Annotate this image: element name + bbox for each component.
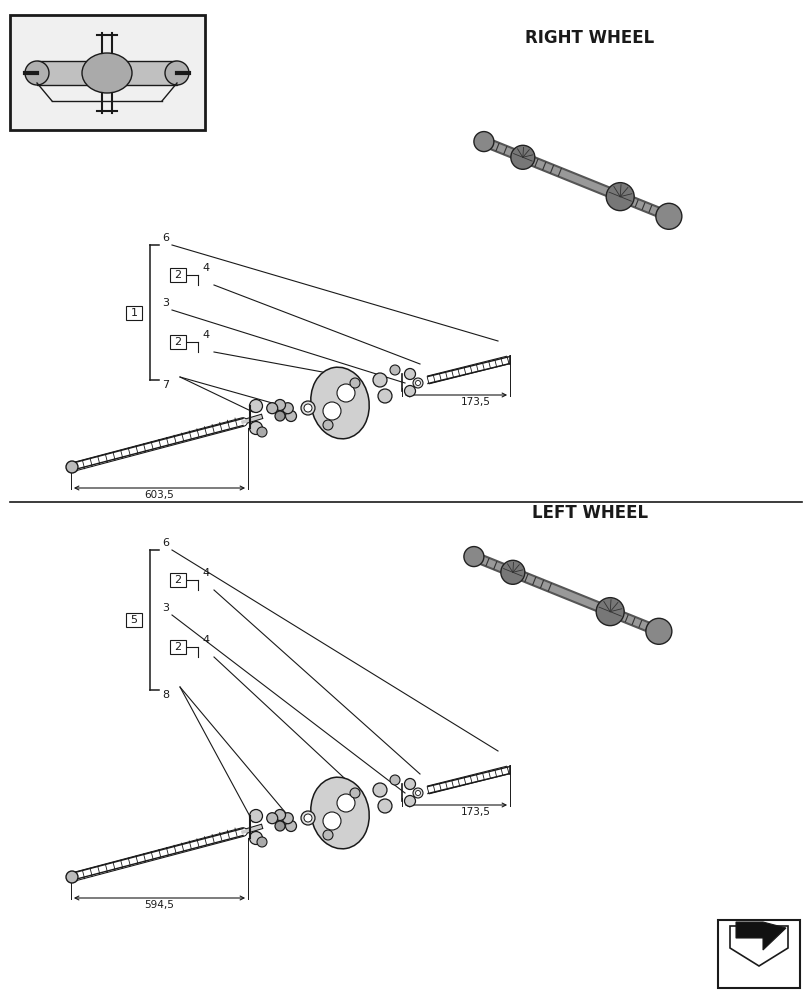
Circle shape: [274, 809, 285, 820]
Bar: [126, 306, 142, 320]
Text: 6: 6: [162, 233, 169, 243]
Circle shape: [378, 389, 392, 403]
Circle shape: [257, 427, 267, 437]
Text: 173,5: 173,5: [461, 807, 491, 817]
Circle shape: [413, 378, 423, 388]
Ellipse shape: [82, 53, 132, 93]
Text: 4: 4: [202, 635, 209, 645]
Circle shape: [266, 403, 277, 414]
Circle shape: [404, 795, 415, 806]
Text: 4: 4: [202, 263, 209, 273]
Circle shape: [372, 783, 387, 797]
Bar: [717, 920, 799, 988]
Text: 4: 4: [202, 330, 209, 340]
Circle shape: [66, 461, 78, 473]
Circle shape: [282, 403, 293, 414]
Text: RIGHT WHEEL: RIGHT WHEEL: [525, 29, 654, 47]
Text: 2: 2: [174, 270, 182, 280]
Ellipse shape: [311, 367, 369, 439]
Text: 6: 6: [162, 538, 169, 548]
Circle shape: [350, 788, 359, 798]
Circle shape: [510, 145, 534, 169]
Circle shape: [389, 775, 400, 785]
Circle shape: [257, 837, 267, 847]
Circle shape: [337, 794, 354, 812]
Circle shape: [378, 799, 392, 813]
Circle shape: [301, 401, 315, 415]
Circle shape: [249, 399, 262, 412]
Circle shape: [165, 61, 189, 85]
Text: 2: 2: [174, 642, 182, 652]
Circle shape: [323, 830, 333, 840]
Circle shape: [413, 788, 423, 798]
Circle shape: [25, 61, 49, 85]
Circle shape: [282, 813, 293, 824]
Bar: [10, 15, 204, 130]
Circle shape: [249, 831, 262, 844]
Text: 2: 2: [174, 575, 182, 585]
Circle shape: [323, 402, 341, 420]
Text: 173,5: 173,5: [461, 397, 491, 407]
Circle shape: [350, 378, 359, 388]
Ellipse shape: [311, 777, 369, 849]
Bar: [169, 573, 186, 587]
Text: LEFT WHEEL: LEFT WHEEL: [531, 504, 647, 522]
Circle shape: [285, 820, 296, 831]
Circle shape: [323, 812, 341, 830]
Circle shape: [404, 778, 415, 790]
Bar: [169, 268, 186, 282]
Circle shape: [303, 404, 311, 412]
Text: 3: 3: [162, 603, 169, 613]
Circle shape: [303, 814, 311, 822]
Text: 5: 5: [131, 615, 137, 625]
Circle shape: [415, 380, 420, 385]
Text: 7: 7: [162, 380, 169, 390]
Circle shape: [500, 560, 524, 584]
Circle shape: [372, 373, 387, 387]
Circle shape: [323, 420, 333, 430]
Circle shape: [275, 411, 285, 421]
Text: 1: 1: [131, 308, 137, 318]
Text: 594,5: 594,5: [144, 900, 174, 910]
Bar: [37, 61, 177, 85]
Circle shape: [301, 811, 315, 825]
Circle shape: [655, 203, 681, 229]
Bar: [169, 640, 186, 654]
Text: 8: 8: [162, 690, 169, 700]
Circle shape: [404, 368, 415, 379]
Circle shape: [415, 790, 420, 795]
Circle shape: [389, 365, 400, 375]
Circle shape: [595, 598, 624, 626]
Circle shape: [285, 410, 296, 422]
Text: 2: 2: [174, 337, 182, 347]
Circle shape: [66, 871, 78, 883]
Circle shape: [274, 399, 285, 410]
Polygon shape: [735, 922, 785, 950]
Circle shape: [645, 618, 671, 644]
Circle shape: [474, 132, 493, 152]
Circle shape: [463, 547, 483, 567]
Polygon shape: [729, 926, 787, 966]
Bar: [126, 613, 142, 627]
Circle shape: [275, 821, 285, 831]
Text: 4: 4: [202, 568, 209, 578]
Text: 603,5: 603,5: [144, 490, 174, 500]
Text: 3: 3: [162, 298, 169, 308]
Circle shape: [249, 809, 262, 822]
Circle shape: [249, 422, 262, 434]
Circle shape: [404, 385, 415, 396]
Circle shape: [606, 183, 633, 211]
Circle shape: [266, 813, 277, 824]
Circle shape: [337, 384, 354, 402]
Bar: [169, 335, 186, 349]
